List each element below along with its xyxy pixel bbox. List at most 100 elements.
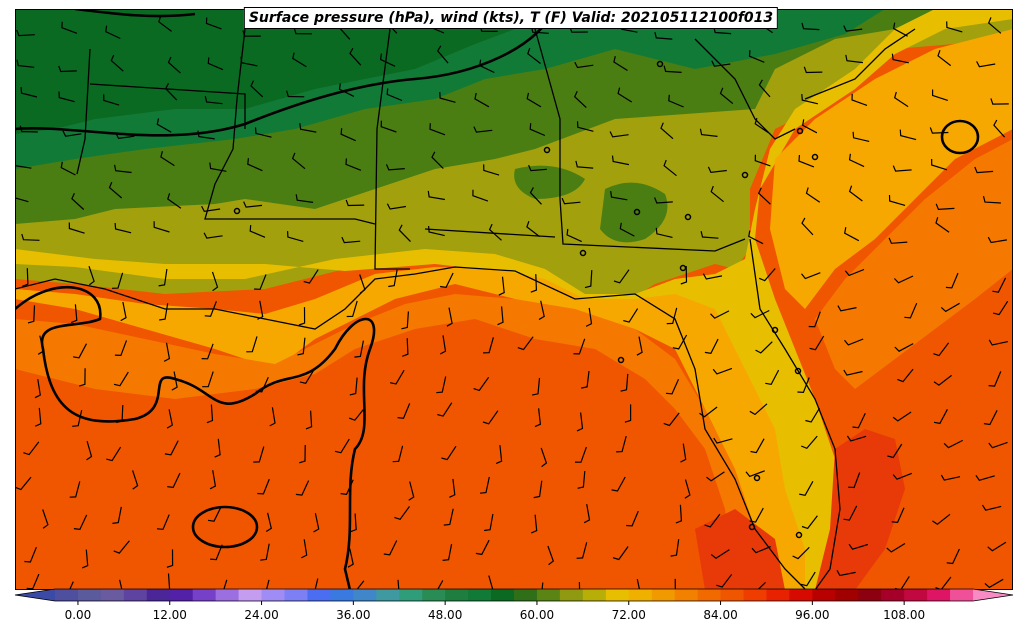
colorbar-tick-label: 60.00 [520,608,554,622]
wind-barb [305,410,313,430]
wind-barb [981,504,1002,511]
wind-barb [517,336,534,351]
wind-barb [848,472,861,489]
wind-barb [16,29,35,37]
wind-barb [72,343,88,359]
wind-barb [750,309,770,319]
wind-barb [704,338,719,354]
wind-barb [808,311,821,328]
wind-barb [844,268,865,277]
wind-barb [802,119,818,134]
city-marker [771,326,779,334]
wind-barb [474,92,490,108]
wind-barb [385,164,405,171]
wind-barb [843,369,863,376]
wind-barb [852,131,870,142]
wind-barb [801,22,820,31]
wind-barb [706,471,725,482]
wind-barb [349,47,362,66]
wind-barb [576,412,584,432]
wind-barb [566,228,582,243]
colorbar-tick-label: 96.00 [795,608,829,622]
wind-barb [803,66,823,74]
wind-barb [58,91,75,103]
wind-barb [286,90,305,98]
wind-barb [750,438,765,454]
wind-barb [538,300,545,321]
wind-barb [754,154,771,167]
wind-barb [748,50,765,63]
wind-barbs [15,15,1009,590]
wind-barb [663,65,682,73]
wind-barb [613,269,630,284]
wind-barb [340,128,356,142]
wind-barb [197,130,215,140]
wind-barb [16,59,35,68]
wind-barb [484,513,494,532]
state-line-1 [76,48,91,175]
city-marker [679,264,687,272]
wind-barb [530,514,538,534]
wind-barb [265,512,272,533]
wind-barb [62,130,82,137]
wind-barb [440,272,454,288]
wind-barb [654,31,673,40]
wind-barb [42,509,49,529]
wind-barb [441,445,457,461]
colorbar-tick-label: 12.00 [153,608,187,622]
wind-barb [792,546,810,560]
wind-barb [745,470,765,478]
wind-barb [254,127,272,138]
wind-barb [73,514,88,531]
wind-barb [704,513,721,528]
wind-barb [313,513,320,533]
wind-barb [584,270,593,289]
colorbar-swatch [399,589,423,601]
wind-barb [446,307,453,327]
colorbar-tick-label: 108.00 [883,608,925,622]
wind-barb [623,308,639,323]
wind-barb [392,445,404,463]
wind-barb [943,439,963,449]
wind-barb [765,369,780,385]
wind-barb [935,203,955,211]
wind-barb [668,94,684,108]
wind-barb [201,343,214,360]
wind-barb [427,190,446,201]
state-boundaries [15,28,916,590]
wind-barb [242,30,261,37]
wind-barb [166,409,173,429]
wind-barb [249,225,266,238]
wind-barb [626,510,639,527]
wind-barb [112,506,122,524]
city-marker [633,208,641,216]
wind-barb [757,187,771,205]
wind-barb [15,476,32,491]
wind-barb [800,435,818,450]
wind-barb [655,227,673,238]
colorbar-swatch [720,589,745,601]
wind-barb [210,544,223,561]
wind-barb [299,369,315,384]
wind-barb [298,307,306,326]
wind-barb [751,546,771,554]
wind-barb [297,337,306,356]
wind-barb [348,407,366,421]
wind-barb [350,513,357,533]
wind-barb [577,470,586,489]
wind-barb [443,508,454,526]
wind-barb [257,478,270,495]
wind-barb [473,376,490,392]
wind-barb [380,120,397,133]
pressure-contours [15,9,980,590]
wind-barb [27,305,36,324]
wind-barb [354,340,364,358]
wind-barb [103,94,120,106]
wind-barb [975,474,995,481]
wind-barb [132,470,139,490]
wind-barb [987,236,1007,244]
temp-zone-dark-green [15,9,555,134]
wind-barb [428,225,445,237]
wind-barb [255,377,269,393]
wind-barb [206,404,214,424]
